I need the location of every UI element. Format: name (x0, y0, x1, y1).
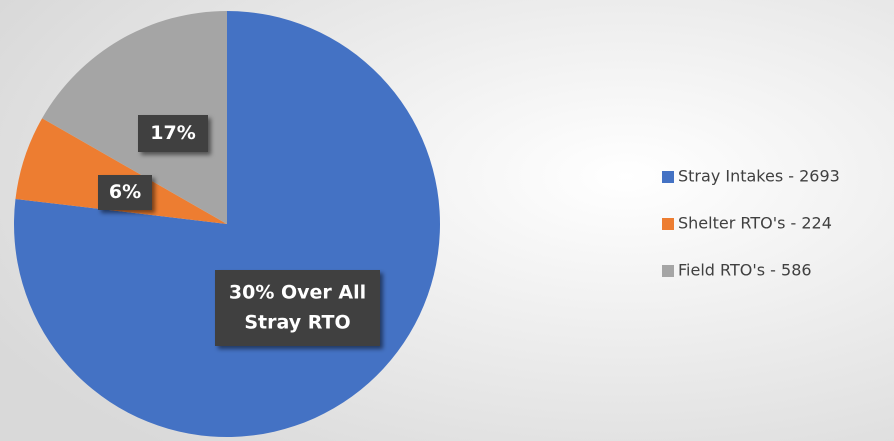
data-label: 30% Over All (229, 282, 366, 304)
data-label-box (98, 175, 152, 210)
data-label: 17% (150, 122, 195, 144)
pie-slice (42, 11, 227, 224)
legend-label: Stray Intakes - 2693 (678, 167, 840, 186)
legend-label: Shelter RTO's - 224 (678, 214, 832, 233)
pie-slice (15, 118, 227, 224)
data-label: 6% (109, 181, 141, 203)
data-label: Stray RTO (244, 312, 350, 334)
legend-swatch (662, 218, 674, 230)
legend-swatch (662, 265, 674, 277)
legend-swatch (662, 171, 674, 183)
data-label-box (215, 270, 380, 346)
legend-label: Field RTO's - 586 (678, 261, 812, 280)
data-label-box (138, 115, 208, 152)
